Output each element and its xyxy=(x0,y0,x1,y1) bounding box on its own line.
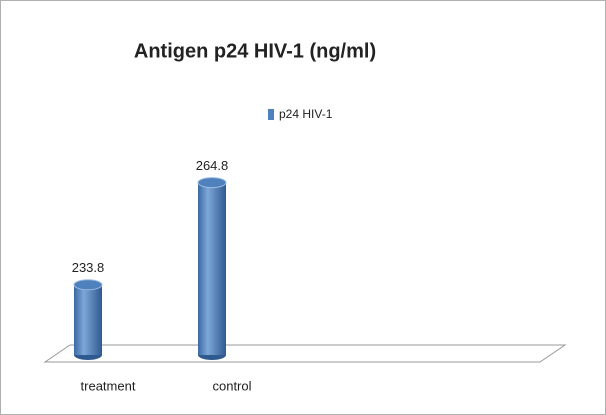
floor xyxy=(43,344,567,363)
chart-title: Antigen p24 HIV-1 (ng/ml) xyxy=(134,40,376,62)
value-label: 233.8 xyxy=(72,260,105,275)
bar-cap xyxy=(73,279,103,291)
bar-cap xyxy=(197,177,227,189)
value-label: 264.8 xyxy=(196,158,229,173)
x-tick-label: control xyxy=(212,378,251,393)
legend-swatch xyxy=(268,109,274,120)
bar xyxy=(198,182,226,355)
legend-label: p24 HIV-1 xyxy=(279,107,333,121)
bar xyxy=(74,284,102,355)
x-tick-label: treatment xyxy=(81,378,136,393)
